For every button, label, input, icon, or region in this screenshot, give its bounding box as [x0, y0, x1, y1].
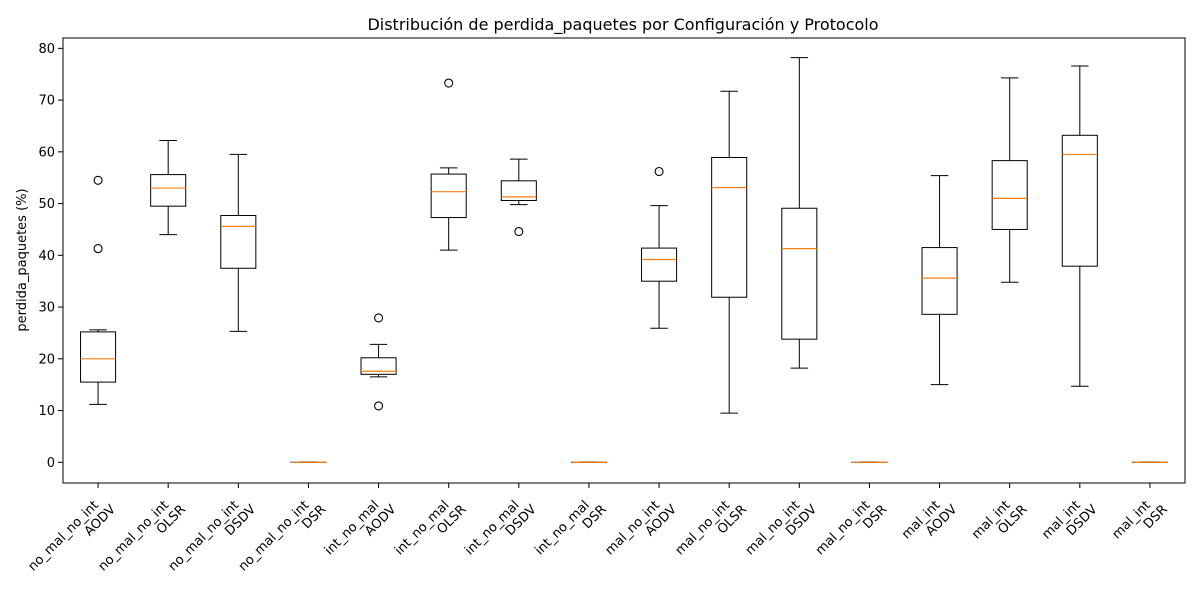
box	[921, 247, 958, 315]
outlier-point	[93, 244, 103, 254]
box	[500, 180, 537, 201]
outlier-point	[93, 175, 103, 185]
x-tick-label: mal_no_intAODV	[603, 492, 680, 569]
box	[711, 157, 748, 298]
box	[360, 357, 397, 375]
y-tick-label: 50	[38, 197, 55, 212]
chart-title: Distribución de perdida_paquetes por Con…	[367, 15, 878, 35]
box	[80, 331, 117, 383]
x-tick-label: int_no_malDSR	[532, 492, 609, 569]
outlier-point	[374, 401, 384, 411]
outlier-point	[444, 78, 454, 88]
outlier-point	[654, 166, 664, 177]
box-group	[711, 90, 748, 414]
x-tick-label: mal_intDSDV	[1039, 492, 1100, 553]
box-group	[360, 313, 397, 411]
plot-area: 01020304050607080no_mal_no_intAODVno_mal…	[25, 37, 1186, 574]
x-tick-label: int_no_malOLSR	[392, 492, 469, 569]
box-group	[1061, 65, 1098, 387]
box-group	[150, 139, 187, 236]
box-group	[430, 78, 467, 251]
y-tick-label: 10	[38, 404, 55, 419]
box-group	[781, 57, 818, 369]
y-tick-label: 20	[38, 352, 55, 367]
outlier-point	[514, 226, 524, 237]
x-tick-label: mal_intDSR	[1109, 492, 1170, 553]
outlier-point	[374, 313, 384, 323]
y-tick-label: 60	[38, 145, 55, 160]
box-group	[991, 77, 1028, 283]
box	[641, 247, 678, 282]
box	[991, 160, 1028, 230]
x-tick-label: mal_intOLSR	[969, 492, 1030, 553]
y-tick-label: 70	[38, 94, 55, 109]
x-tick-label: mal_intAODV	[899, 492, 960, 553]
y-tick-label: 40	[38, 249, 55, 264]
box	[150, 174, 187, 207]
y-tick-label: 30	[38, 301, 55, 316]
box-group	[500, 158, 537, 237]
x-tick-label: mal_no_intDSDV	[743, 492, 820, 569]
x-tick-label: mal_no_intOLSR	[673, 492, 750, 569]
y-tick-label: 80	[38, 42, 55, 57]
axes-frame	[62, 37, 1186, 484]
box-group	[641, 166, 678, 329]
box-group	[220, 153, 257, 332]
box	[1061, 134, 1098, 267]
x-tick-label: int_no_malDSDV	[462, 492, 539, 569]
box	[220, 214, 257, 269]
x-tick-label: mal_no_intDSR	[813, 492, 890, 569]
box	[781, 207, 818, 340]
x-tick-label: int_no_malAODV	[322, 492, 399, 569]
box	[430, 173, 467, 219]
box-group	[921, 175, 958, 386]
y-axis-label: perdida_paquetes (%)	[15, 188, 30, 331]
y-tick-label: 0	[47, 456, 55, 471]
box-group	[80, 175, 117, 405]
